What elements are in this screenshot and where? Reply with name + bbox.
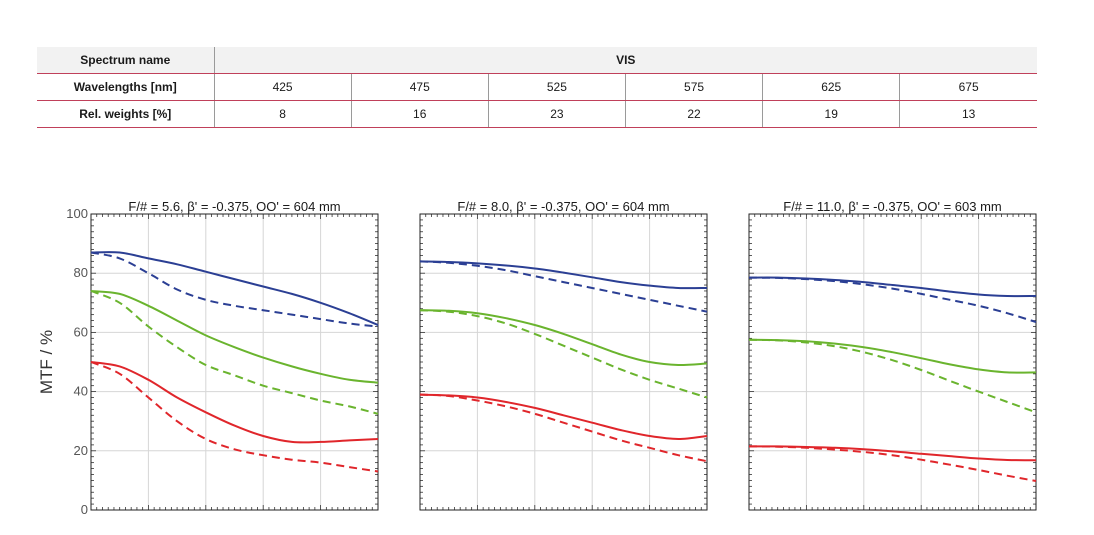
weight-cell: 22: [624, 100, 763, 128]
spectrum-table: Spectrum name VIS Wavelengths [nm] 425 4…: [37, 47, 1037, 128]
chart-title: F/# = 8.0, β' = -0.375, OO' = 604 mm: [457, 199, 669, 214]
weight-cell: 23: [487, 100, 626, 128]
mtf-series-line-solid: [90, 290, 379, 384]
wavelength-cell: 675: [899, 73, 1037, 101]
plot-area: [749, 214, 1036, 510]
mtf-series-line-solid: [419, 260, 708, 290]
y-tick-label: 100: [66, 206, 88, 221]
mtf-series-line-solid: [90, 251, 379, 326]
chart-title: F/# = 5.6, β' = -0.375, OO' = 604 mm: [128, 199, 340, 214]
y-tick-label: 80: [74, 265, 88, 280]
mtf-series-line-dashed: [90, 361, 379, 473]
mtf-chart-panel: F/# = 8.0, β' = -0.375, OO' = 604 mm: [419, 199, 708, 511]
weight-cell: 13: [899, 100, 1037, 128]
mtf-series-line-solid: [748, 276, 1037, 298]
mtf-series-line-dashed: [90, 251, 379, 328]
weights-label: Rel. weights [%]: [37, 100, 214, 128]
wavelengths-label: Wavelengths [nm]: [37, 73, 214, 101]
y-tick-label: 60: [74, 324, 88, 339]
spectrum-name-value: VIS: [213, 47, 1037, 74]
mtf-series-line-dashed: [90, 290, 379, 415]
mtf-series-line-dashed: [748, 276, 1037, 323]
mtf-series-line-solid: [748, 338, 1037, 374]
spectrum-row: Spectrum name VIS: [37, 47, 1037, 74]
mtf-series-line-dashed: [748, 445, 1037, 482]
mtf-series-line-solid: [748, 445, 1037, 462]
spectrum-name-label: Spectrum name: [37, 47, 214, 74]
wavelengths-row: Wavelengths [nm] 425 475 525 575 625 675: [37, 73, 1037, 101]
mtf-series-line-dashed: [419, 309, 708, 399]
mtf-series-line-dashed: [419, 260, 708, 313]
mtf-series-line-solid: [419, 309, 708, 367]
wavelength-cell: 625: [762, 73, 900, 101]
mtf-series-line-solid: [419, 393, 708, 441]
mtf-chart-panel: F/# = 5.6, β' = -0.375, OO' = 604 mm MTF…: [37, 199, 379, 517]
y-axis-label: MTF / %: [37, 330, 56, 394]
plot-frame: [748, 213, 1037, 511]
wavelength-cell: 425: [213, 73, 352, 101]
plot-area: [420, 214, 707, 510]
wavelength-cell: 525: [487, 73, 626, 101]
mtf-series-line-dashed: [419, 393, 708, 463]
chart-title: F/# = 11.0, β' = -0.375, OO' = 603 mm: [783, 199, 1002, 214]
weight-cell: 8: [213, 100, 352, 128]
weights-row: Rel. weights [%] 8 16 23 22 19 13: [37, 100, 1037, 128]
y-tick-label: 40: [74, 384, 88, 399]
weight-cell: 19: [762, 100, 900, 128]
y-tick-label: 20: [74, 443, 88, 458]
y-tick-label: 0: [81, 502, 88, 517]
weight-cell: 16: [350, 100, 489, 128]
mtf-series-line-dashed: [748, 338, 1037, 414]
plot-area: [91, 214, 378, 510]
wavelength-cell: 575: [624, 73, 763, 101]
wavelength-cell: 475: [350, 73, 489, 101]
mtf-chart-panel: F/# = 11.0, β' = -0.375, OO' = 603 mm: [748, 199, 1037, 511]
mtf-series-line-solid: [90, 361, 379, 444]
plot-frame: [419, 213, 708, 511]
